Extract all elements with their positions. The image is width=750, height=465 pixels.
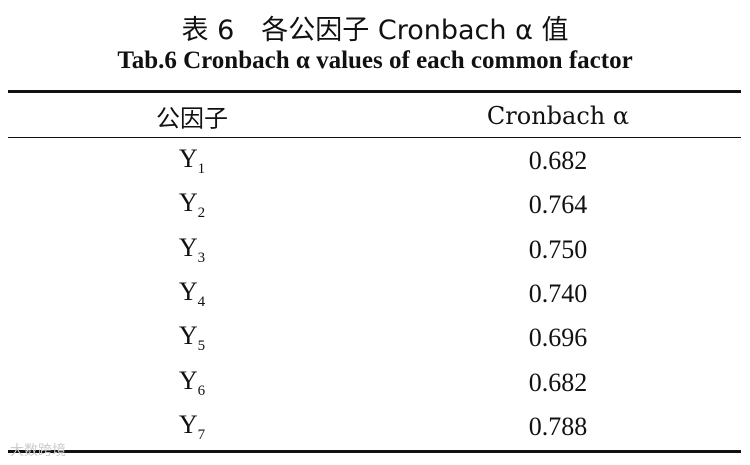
factor-subscript: 6 [197,382,206,399]
factor-subscript: 7 [197,426,206,443]
factor-subscript: 5 [197,338,206,355]
alpha-cell: 0.682 [528,146,588,175]
factor-cell: Y4 [42,277,342,311]
factor-subscript: 3 [197,249,206,266]
factor-name: Y [178,409,198,439]
top-rule [8,90,741,93]
factor-name: Y [178,276,198,306]
alpha-cell: 0.682 [528,367,588,397]
alpha-cell: 0.764 [528,190,588,220]
factor-cell: Y2 [42,188,342,222]
factor-cell: Y6 [42,366,342,400]
title-en: Tab.6 Cronbach α values of each common f… [117,47,633,74]
factor-name: Y [178,232,198,262]
header-rule [8,137,741,138]
factor-subscript: 4 [197,293,206,310]
factor-cell: Y1 [42,144,342,178]
header-cell: 公因子 [156,104,228,133]
factor-subscript: 1 [197,161,206,177]
factor-cell: Y5 [42,321,342,355]
alpha-cell: 0.788 [528,411,588,441]
title-cn: 表 6 各公因子 Cronbach α 值 [181,15,569,46]
header-cell: Cronbach α [486,102,630,130]
bottom-rule [8,450,741,453]
watermark: 大数跨境 [10,443,66,459]
alpha-cell: 0.750 [528,234,588,264]
factor-name: Y [178,144,198,173]
factor-subscript: 2 [197,205,206,222]
alpha-cell: 0.696 [528,323,588,353]
factor-cell: Y7 [42,410,342,444]
factor-cell: Y3 [42,233,342,267]
factor-name: Y [178,188,198,218]
factor-name: Y [178,321,198,351]
alpha-cell: 0.740 [528,278,588,308]
factor-name: Y [178,365,198,395]
